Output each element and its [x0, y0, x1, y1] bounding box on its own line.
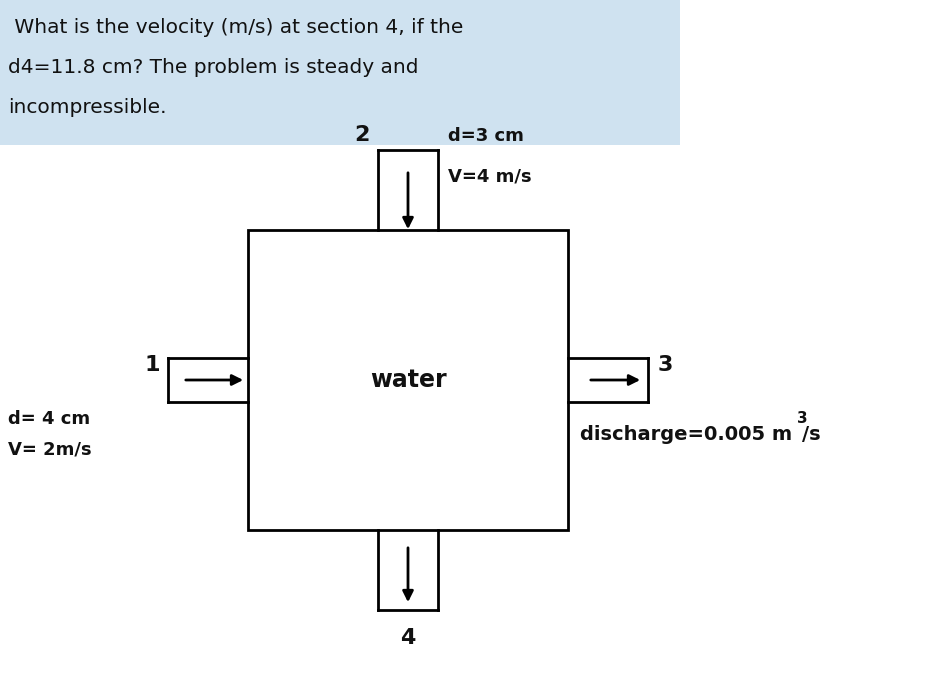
Text: 2: 2 [355, 125, 370, 145]
Text: discharge=0.005 m: discharge=0.005 m [580, 425, 792, 444]
Text: 3: 3 [658, 355, 674, 375]
Text: incompressible.: incompressible. [8, 98, 167, 117]
Text: What is the velocity (m/s) at section 4, if the: What is the velocity (m/s) at section 4,… [8, 18, 463, 37]
Text: d4=11.8 cm? The problem is steady and: d4=11.8 cm? The problem is steady and [8, 58, 419, 77]
Bar [248, 230, 568, 530]
Text: /s: /s [802, 425, 821, 444]
Text: 1: 1 [145, 355, 160, 375]
Text: 4: 4 [400, 628, 416, 648]
Text: V= 2m/s: V= 2m/s [8, 440, 91, 458]
Text: V=4 m/s: V=4 m/s [448, 167, 532, 185]
Text: 3: 3 [797, 411, 807, 426]
Text: d= 4 cm: d= 4 cm [8, 410, 90, 428]
Text: water: water [370, 368, 446, 392]
Bar [0, 0, 680, 145]
Text: d=3 cm: d=3 cm [448, 127, 524, 145]
